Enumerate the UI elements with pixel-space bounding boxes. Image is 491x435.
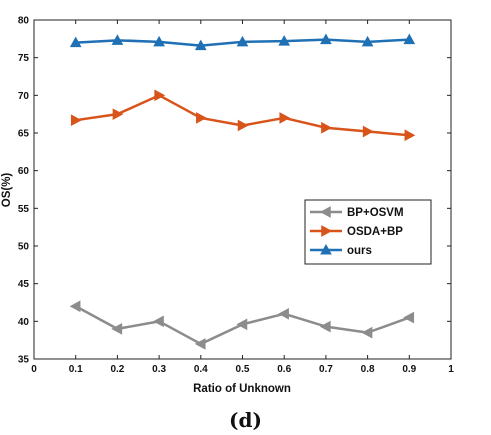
plot-area bbox=[33, 19, 452, 360]
data-point-osda-bp bbox=[70, 114, 82, 127]
x-tick-label: 0.4 bbox=[194, 364, 208, 375]
legend: BP+OSVM OSDA+BP ours bbox=[304, 199, 432, 265]
y-tick-label: 75 bbox=[18, 53, 30, 64]
y-tick-label: 70 bbox=[18, 91, 30, 102]
legend-marker-ours bbox=[320, 243, 332, 255]
y-tick-label: 80 bbox=[18, 16, 30, 27]
data-point-bp-osvm bbox=[69, 300, 81, 313]
data-point-ours bbox=[69, 36, 82, 48]
axis-ticks: 0 0.1 0.2 0.3 0.4 0.5 0.6 0.7 0.8 0.9 1 35 40 45 50 55 6… bbox=[18, 16, 454, 376]
data-point-bp-osvm bbox=[194, 338, 206, 350]
y-tick-label: 35 bbox=[18, 355, 30, 366]
line-chart: 0 0.1 0.2 0.3 0.4 0.5 0.6 0.7 0.8 0.9 1 35 40 45 50 55 6… bbox=[1, 16, 454, 396]
data-point-osda-bp bbox=[112, 108, 124, 121]
x-tick-label: 0.6 bbox=[277, 364, 291, 375]
legend-label-bp-osvm: BP+OSVM bbox=[347, 207, 404, 219]
data-point-osda-bp bbox=[279, 112, 291, 124]
data-point-bp-osvm bbox=[403, 311, 415, 324]
data-point-osda-bp bbox=[196, 112, 207, 124]
data-point-ours bbox=[278, 35, 291, 46]
x-tick-label: 0.8 bbox=[361, 364, 375, 375]
data-point-osda-bp bbox=[237, 119, 249, 132]
y-tick-label: 45 bbox=[18, 279, 30, 290]
data-point-osda-bp bbox=[362, 125, 374, 138]
y-tick-label: 60 bbox=[18, 166, 30, 177]
series-group bbox=[69, 33, 416, 350]
data-point-bp-osvm bbox=[111, 323, 123, 335]
data-point-ours bbox=[403, 33, 416, 45]
legend-label-ours: ours bbox=[347, 245, 372, 257]
y-tick-label: 50 bbox=[18, 242, 30, 253]
y-tick-label: 65 bbox=[18, 129, 30, 140]
figure-caption: (d) bbox=[229, 408, 262, 432]
data-point-ours bbox=[320, 33, 332, 45]
data-point-bp-osvm bbox=[278, 307, 289, 320]
x-tick-label: 0.3 bbox=[152, 364, 166, 375]
x-tick-label: 1 bbox=[448, 364, 454, 375]
y-axis-label: OS(%) bbox=[1, 173, 13, 208]
x-tick-label: 0.7 bbox=[319, 364, 333, 375]
data-point-ours bbox=[111, 34, 124, 45]
data-point-bp-osvm bbox=[319, 320, 331, 333]
x-tick-label: 0 bbox=[31, 364, 37, 375]
y-tick-label: 40 bbox=[18, 317, 30, 328]
legend-label-osda-bp: OSDA+BP bbox=[347, 226, 403, 238]
data-point-bp-osvm bbox=[236, 318, 248, 331]
legend-marker-bp-osvm bbox=[319, 206, 331, 218]
data-point-osda-bp bbox=[154, 89, 166, 102]
x-tick-label: 0.9 bbox=[402, 364, 416, 375]
x-axis-label: Ratio of Unknown bbox=[193, 383, 291, 395]
x-tick-label: 0.5 bbox=[236, 364, 250, 375]
data-point-bp-osvm bbox=[361, 326, 373, 339]
legend-marker-osda-bp bbox=[321, 225, 333, 237]
data-point-bp-osvm bbox=[153, 315, 164, 328]
data-point-ours bbox=[153, 35, 165, 47]
x-tick-label: 0.2 bbox=[110, 364, 124, 375]
data-point-osda-bp bbox=[321, 121, 332, 134]
data-point-ours bbox=[236, 35, 249, 47]
x-tick-label: 0.1 bbox=[69, 364, 83, 375]
data-point-osda-bp bbox=[404, 129, 416, 142]
data-point-ours bbox=[361, 35, 374, 47]
data-point-ours bbox=[194, 39, 207, 51]
y-tick-label: 55 bbox=[18, 204, 30, 215]
